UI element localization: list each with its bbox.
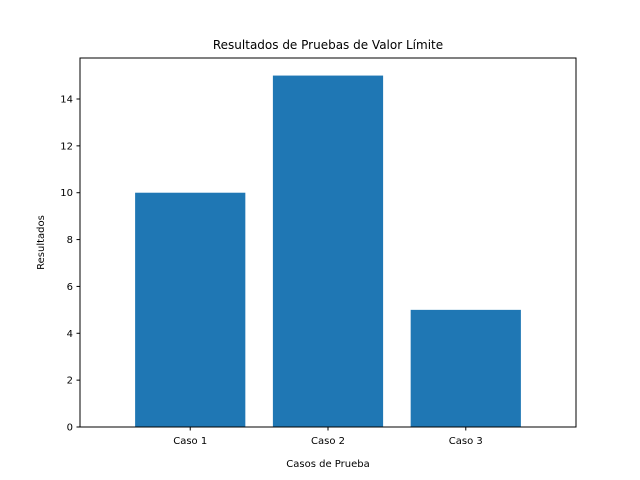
bar-2 — [272, 75, 384, 428]
bar-3 — [410, 309, 521, 427]
x-tick-label: Caso 2 — [311, 436, 345, 447]
y-tick-label: 10 — [60, 188, 73, 199]
y-tick-label: 0 — [67, 423, 73, 434]
x-axis-ticks: Caso 1 Caso 2 Caso 3 — [173, 427, 483, 447]
x-tick-label: Caso 1 — [173, 436, 207, 447]
plot-frame — [79, 57, 577, 428]
x-axis-label: Casos de Prueba — [286, 459, 369, 470]
y-axis-label: Resultados — [36, 215, 47, 270]
y-axis-ticks: 0 2 4 6 8 10 12 14 — [60, 95, 80, 434]
bars-group — [135, 75, 521, 428]
x-tick-label: Caso 3 — [449, 436, 483, 447]
y-tick-label: 4 — [67, 329, 73, 340]
chart-title: Resultados de Pruebas de Valor Límite — [213, 38, 443, 52]
y-tick-label: 6 — [67, 282, 73, 293]
y-tick-label: 8 — [67, 235, 73, 246]
y-tick-label: 14 — [60, 95, 73, 106]
y-tick-label: 12 — [60, 141, 73, 152]
bar-1 — [135, 192, 246, 427]
y-tick-label: 2 — [67, 376, 73, 387]
